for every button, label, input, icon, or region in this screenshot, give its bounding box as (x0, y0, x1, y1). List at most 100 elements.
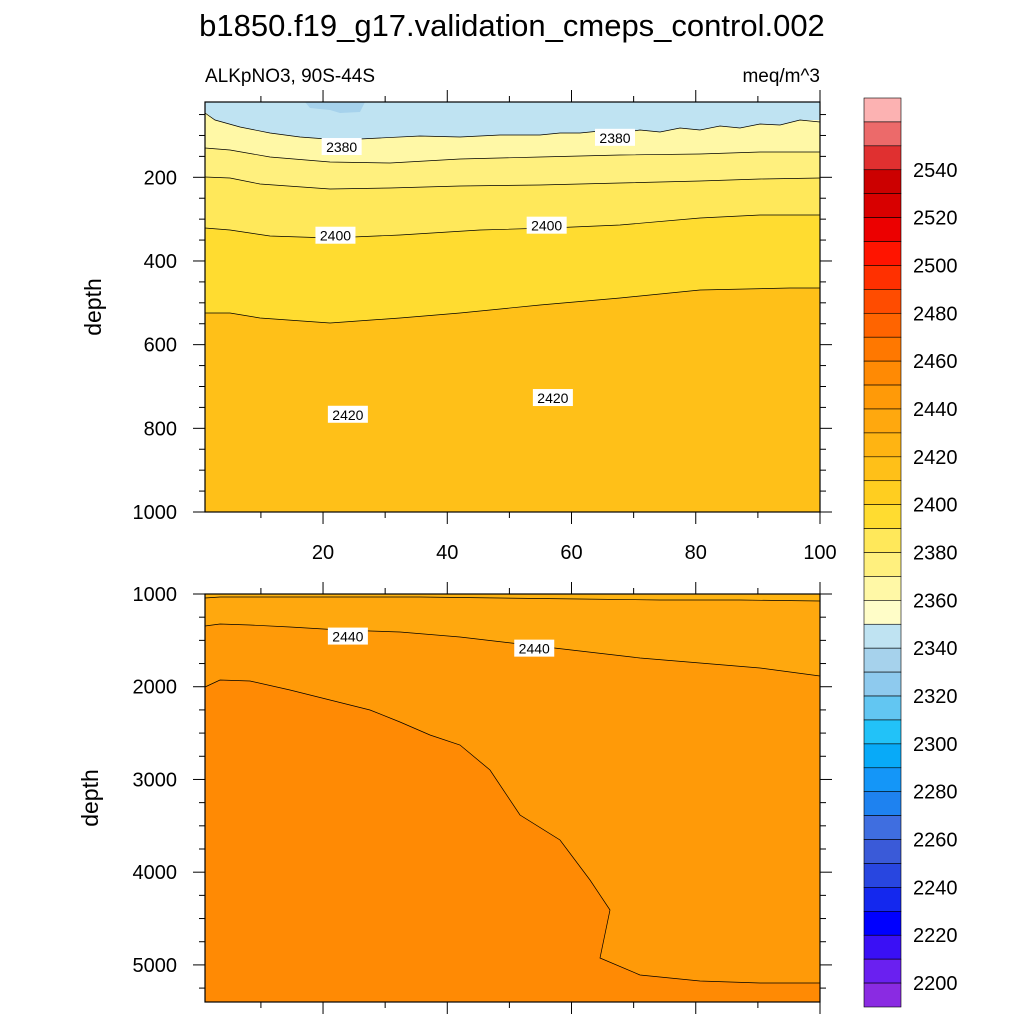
x-tick-label: 80 (685, 542, 707, 564)
contour-label-bg (327, 627, 368, 645)
colorbar: 2200 2220 2240 2260 2280 2300 2320 2340 2360 2380… (863, 97, 958, 1008)
colorbar-swatch (863, 600, 902, 625)
contour-label-bg (327, 405, 368, 423)
x-tick-label: 40 (436, 542, 458, 564)
upper-contour-lines (204, 112, 821, 324)
contour-label: 2380 (595, 128, 635, 146)
y-tick-label: 4000 (133, 862, 178, 884)
colorbar-swatch (863, 169, 902, 194)
contour-label-bg (526, 216, 567, 234)
contour-label-text: 2380 (599, 130, 630, 146)
contour-label-bg (315, 226, 356, 244)
colorbar-swatch (863, 480, 902, 505)
colorbar-label: 2320 (913, 686, 958, 708)
contour-label: 2420 (327, 405, 368, 423)
lower-contour-2450 (204, 679, 820, 984)
colorbar-swatch (863, 384, 902, 410)
contour-label-text: 2420 (537, 390, 568, 406)
colorbar-label: 2340 (913, 638, 958, 660)
colorbar-swatch (863, 647, 902, 673)
y-tick-label: 200 (144, 167, 177, 189)
y-tick-label: 1000 (133, 584, 178, 606)
contour-label: 2380 (321, 138, 362, 156)
contour-labels-layer: 2380 2380 2400 2400 2420 2420 2440 2440 (315, 128, 635, 657)
colorbar-swatch (863, 193, 902, 218)
colorbar-swatch (863, 719, 902, 745)
chart-title: b1850.f19_g17.validation_cmeps_control.0… (199, 8, 825, 43)
lower-band-2440 (205, 594, 820, 1002)
y-tick-label: 400 (144, 251, 177, 273)
colorbar-swatch (863, 552, 902, 577)
y-tick-label: 2000 (133, 677, 178, 699)
colorbar-label: 2540 (913, 160, 958, 182)
lower-frame (204, 593, 821, 1003)
left-subtitle: ALKpNO3, 90S-44S (205, 66, 375, 87)
y-tick-label: 1000 (133, 502, 178, 524)
colorbar-label: 2300 (913, 734, 958, 756)
lower-band-2420 (205, 594, 820, 601)
colorbar-swatch (863, 934, 902, 960)
y-tick-label: 3000 (133, 769, 178, 791)
colorbar-swatch (863, 528, 902, 553)
colorbar-swatch (863, 97, 902, 123)
colorbar-label: 2280 (913, 782, 958, 804)
colorbar-swatch (863, 958, 902, 984)
contour-label: 2400 (526, 216, 567, 234)
upper-contour-2360 (204, 112, 821, 141)
upper-band-2350 (305, 102, 365, 113)
colorbar-swatch (863, 312, 902, 338)
contour-label-bg (532, 389, 573, 407)
colorbar-label: 2420 (913, 447, 958, 469)
contour-label: 2440 (514, 639, 555, 657)
x-tick-label: 60 (560, 542, 582, 564)
upper-contour-2390 (204, 176, 821, 190)
colorbar-label: 2480 (913, 303, 958, 325)
contour-label-text: 2440 (519, 641, 550, 657)
upper-panel (204, 102, 821, 512)
contour-label-text: 2400 (320, 228, 351, 244)
colorbar-swatch (863, 695, 902, 721)
y-tick-label: 600 (144, 335, 177, 357)
colorbar-swatch (863, 887, 902, 912)
lower-contour-2430 (204, 596, 821, 602)
colorbar-label: 2200 (913, 973, 958, 995)
upper-contour-2380 (204, 147, 820, 164)
colorbar-label: 2380 (913, 543, 958, 565)
lower-contour-2440 (204, 623, 821, 677)
colorbar-swatch (863, 791, 902, 816)
colorbar-swatch (863, 767, 902, 793)
colorbar-swatch (863, 289, 902, 314)
axes-layer: 20 40 60 80 100 200 400 600 800 1000 1000 2000 3000 4… (133, 90, 837, 1014)
colorbar-label: 2440 (913, 399, 958, 421)
colorbar-label: 2260 (913, 830, 958, 852)
colorbar-swatch (863, 576, 902, 601)
upper-frame (204, 101, 821, 513)
contour-label-text: 2440 (332, 629, 363, 645)
contour-label-bg (595, 128, 635, 146)
upper-contour-2410 (205, 287, 820, 324)
colorbar-swatch (863, 456, 902, 482)
colorbar-swatch (863, 145, 902, 171)
contour-label: 2420 (532, 389, 573, 407)
colorbar-swatch (863, 265, 902, 290)
contour-label-bg (514, 639, 555, 657)
colorbar-swatch (863, 432, 902, 458)
colorbar-swatch (863, 241, 902, 266)
contour-label-text: 2400 (531, 218, 562, 234)
x-tick-label: 100 (803, 542, 836, 564)
contour-label-bg (321, 138, 362, 156)
colorbar-swatch (863, 815, 902, 840)
lower-contour-lines (204, 596, 821, 984)
colorbar-swatch (863, 504, 902, 529)
colorbar-label: 2360 (913, 590, 958, 612)
upper-ylabel: depth (80, 278, 106, 336)
colorbar-swatch (863, 839, 902, 864)
units-label: meq/m^3 (742, 66, 820, 87)
lower-ylabel: depth (77, 769, 103, 827)
colorbar-swatch (863, 863, 902, 888)
contour-label-text: 2380 (326, 139, 357, 155)
y-tick-label: 800 (144, 418, 177, 440)
y-tick-label: 5000 (133, 955, 178, 977)
contour-label-text: 2420 (332, 407, 363, 423)
